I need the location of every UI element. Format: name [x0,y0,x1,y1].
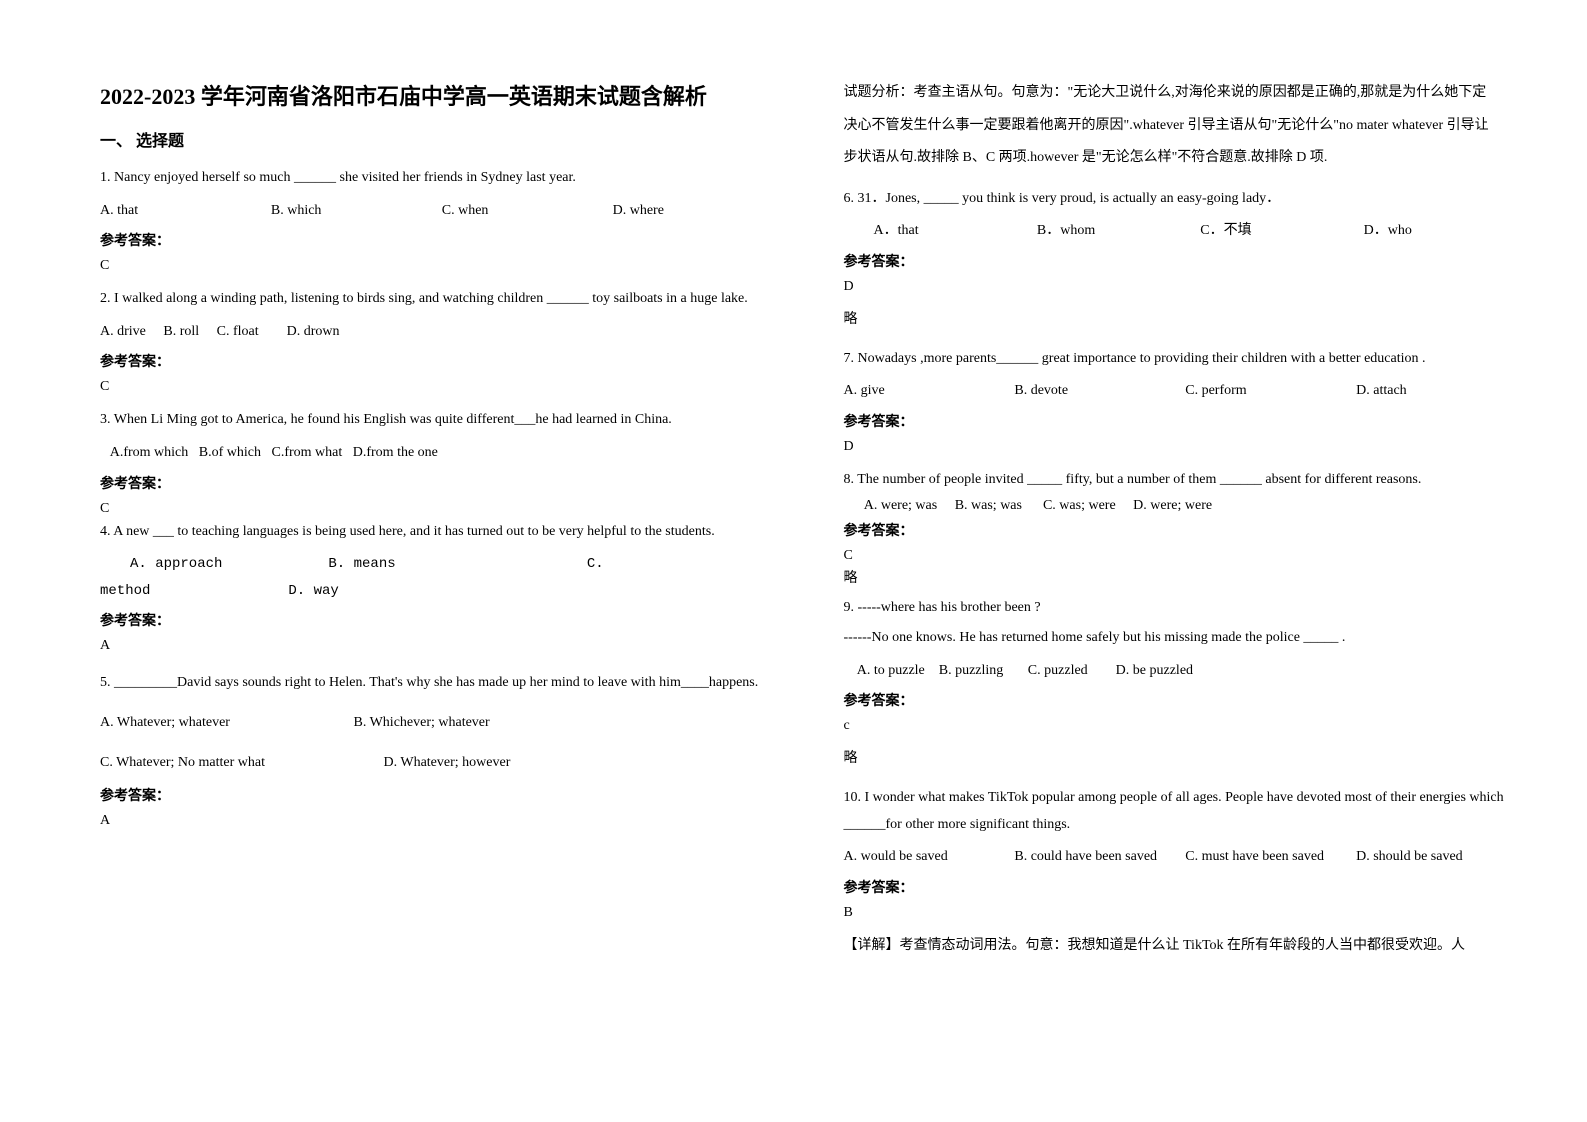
q10-answer: B [844,905,1528,921]
q10-opt-d: D. should be saved [1356,844,1527,871]
exam-page: 2022-2023 学年河南省洛阳市石庙中学高一英语期末试题含解析 一、 选择题… [0,0,1587,1005]
question-2-options: A. drive B. roll C. float D. drown [100,319,784,346]
q6-opt-a: A．that [874,218,1037,245]
q7-opt-b: B. devote [1014,378,1185,405]
q9-answer-label: 参考答案： [844,690,1528,710]
q4-opt-c: method [100,578,280,605]
q7-opt-a: A. give [844,378,1015,405]
q10-answer-label: 参考答案： [844,877,1528,897]
q5-opt-c: C. Whatever; No matter what [100,746,380,780]
q3-answer: C [100,501,784,517]
q9-answer: c [844,718,1528,734]
question-2-text: 2. I walked along a winding path, listen… [100,286,784,313]
q1-opt-b: B. which [271,198,442,225]
q5-answer-label: 参考答案： [100,785,784,805]
q8-answer: C [844,548,1528,564]
q6-opt-c: C．不填 [1200,218,1363,245]
q5-opt-d: D. Whatever; however [384,746,511,780]
q7-opt-d: D. attach [1356,378,1527,405]
q6-answer: D [844,279,1528,295]
question-10-text: 10. I wonder what makes TikTok popular a… [844,785,1528,838]
q10-opt-b: B. could have been saved [1014,844,1185,871]
section-heading: 一、 选择题 [100,127,784,151]
q1-opt-d: D. where [613,198,784,225]
q1-answer: C [100,258,784,274]
left-column: 2022-2023 学年河南省洛阳市石庙中学高一英语期末试题含解析 一、 选择题… [100,80,784,965]
q5-analysis-line1: 试题分析：考查主语从句。句意为："无论大卫说什么,对海伦来说的原因都是正确的,那… [844,80,1528,107]
q8-answer-label: 参考答案： [844,520,1528,540]
question-1-options: A. that B. which C. when D. where [100,198,784,225]
question-6-text: 6. 31．Jones, _____ you think is very pro… [844,186,1528,213]
q6-opt-b: B．whom [1037,218,1200,245]
q4-opt-d: D. way [288,578,338,605]
q10-opt-a: A. would be saved [844,844,1015,871]
question-7-text: 7. Nowadays ,more parents______ great im… [844,346,1528,373]
q10-explain: 【详解】考查情态动词用法。句意：我想知道是什么让 TikTok 在所有年龄段的人… [844,933,1528,960]
question-5-options-row2: C. Whatever; No matter what D. Whatever;… [100,746,784,780]
q6-note: 略 [844,307,1528,334]
question-9-text1: 9. -----where has his brother been ? [844,595,1528,622]
q8-note: 略 [844,566,1528,593]
question-4-text: 4. A new ___ to teaching languages is be… [100,519,784,546]
question-3-text: 3. When Li Ming got to America, he found… [100,407,784,434]
q2-answer-label: 参考答案： [100,351,784,371]
q7-opt-c: C. perform [1185,378,1356,405]
question-8-options: A. were; was B. was; was C. was; were D.… [844,493,1528,520]
question-9-text2: ------No one knows. He has returned home… [844,625,1528,652]
question-3-options: A.from which B.of which C.from what D.fr… [100,440,784,467]
q2-answer: C [100,379,784,395]
q5-opt-a: A. Whatever; whatever [100,706,350,740]
q1-opt-a: A. that [100,198,271,225]
question-10-options: A. would be saved B. could have been sav… [844,844,1528,871]
q4-opt-c-prefix: C. [587,551,604,578]
q7-answer-label: 参考答案： [844,411,1528,431]
question-5-text: 5. _________David says sounds right to H… [100,666,784,700]
q1-opt-c: C. when [442,198,613,225]
question-1-text: 1. Nancy enjoyed herself so much ______ … [100,165,784,192]
q5-opt-b: B. Whichever; whatever [354,706,490,740]
question-9-options: A. to puzzle B. puzzling C. puzzled D. b… [844,658,1528,685]
question-7-options: A. give B. devote C. perform D. attach [844,378,1528,405]
right-column: 试题分析：考查主语从句。句意为："无论大卫说什么,对海伦来说的原因都是正确的,那… [844,80,1528,965]
question-4-options: A. approach B. means C. method D. way [100,551,784,604]
q3-answer-label: 参考答案： [100,473,784,493]
q4-answer: A [100,638,784,654]
q4-answer-label: 参考答案： [100,610,784,630]
question-6-options: A．that B．whom C．不填 D．who [844,218,1528,245]
q6-answer-label: 参考答案： [844,251,1528,271]
q7-answer: D [844,439,1528,455]
q4-opt-a: A. approach [100,551,320,578]
exam-title: 2022-2023 学年河南省洛阳市石庙中学高一英语期末试题含解析 [100,80,784,113]
q10-opt-c: C. must have been saved [1185,844,1356,871]
q1-answer-label: 参考答案： [100,230,784,250]
q5-analysis-line3: 步状语从句.故排除 B、C 两项.however 是"无论怎么样"不符合题意.故… [844,145,1528,172]
q6-opt-d: D．who [1364,218,1527,245]
q4-opt-b: B. means [328,551,578,578]
q5-answer: A [100,813,784,829]
question-5-options-row1: A. Whatever; whatever B. Whichever; what… [100,706,784,740]
q5-analysis-line2: 决心不管发生什么事一定要跟着他离开的原因".whatever 引导主语从句"无论… [844,113,1528,140]
q9-note: 略 [844,746,1528,773]
question-8-text: 8. The number of people invited _____ fi… [844,467,1528,494]
